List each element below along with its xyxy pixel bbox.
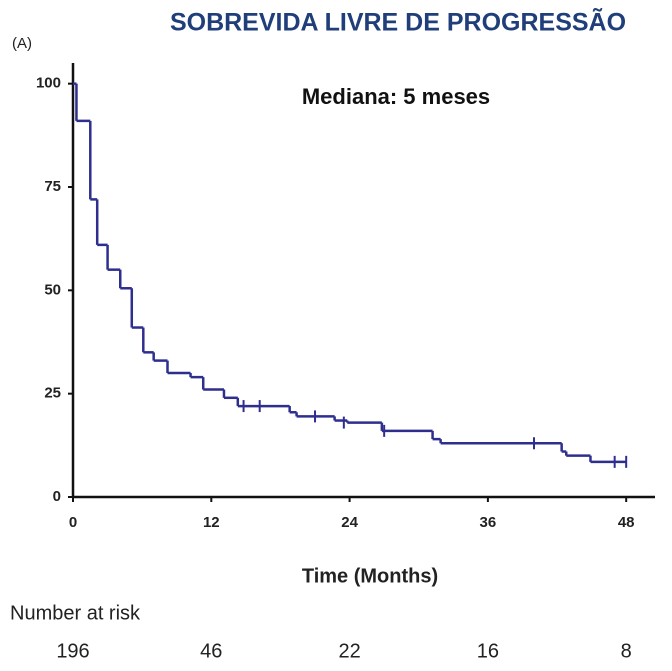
chart-title: SOBREVIDA LIVRE DE PROGRESSÃO (170, 7, 626, 37)
y-tick-label: 25 (44, 385, 61, 402)
panel-label: (A) (12, 35, 32, 52)
x-tick-label: 0 (69, 514, 77, 531)
x-tick-label: 12 (203, 514, 220, 531)
y-tick-label: 75 (44, 178, 61, 195)
y-tick-label: 50 (44, 281, 61, 298)
risk-count: 22 (338, 640, 360, 662)
annotation: Mediana: 5 meses (302, 84, 490, 109)
x-axis-label: Time (Months) (302, 565, 438, 587)
risk-count: 46 (200, 640, 222, 662)
x-tick-label: 36 (480, 514, 497, 531)
y-tick-label: 0 (53, 488, 61, 505)
risk-count: 8 (621, 640, 632, 662)
x-tick-label: 24 (341, 514, 358, 531)
x-tick-label: 48 (618, 514, 635, 531)
y-tick-label: 100 (36, 75, 61, 92)
risk-count: 16 (477, 640, 499, 662)
risk-label: Number at risk (10, 602, 141, 624)
risk-count: 196 (56, 640, 89, 662)
